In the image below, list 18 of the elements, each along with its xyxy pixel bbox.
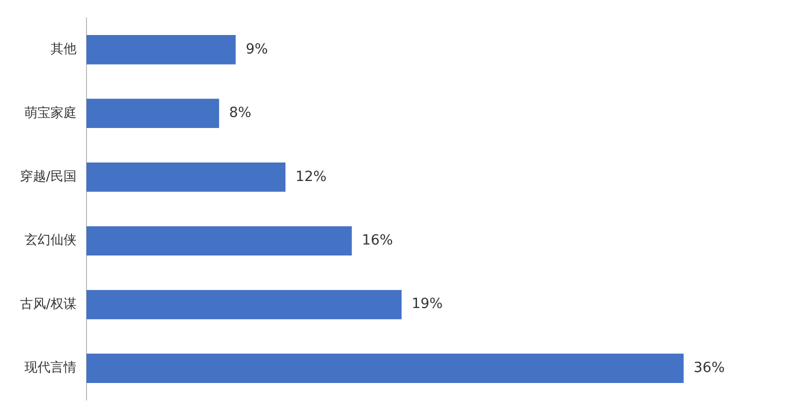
bar <box>86 226 352 256</box>
data-label: 9% <box>246 41 268 58</box>
bar <box>86 162 286 192</box>
bar <box>86 98 220 128</box>
bar <box>86 35 236 64</box>
data-label: 16% <box>362 232 393 249</box>
data-label: 12% <box>295 168 327 185</box>
y-tick-label: 萌宝家庭 <box>24 104 76 121</box>
y-tick-label: 其他 <box>50 42 76 58</box>
data-label: 8% <box>229 105 252 122</box>
bar <box>86 354 684 383</box>
y-tick-label: 玄幻仙侠 <box>24 232 76 248</box>
bar <box>86 290 402 320</box>
data-label: 19% <box>412 296 443 312</box>
y-tick-label: 穿越/民国 <box>20 170 76 185</box>
data-label: 36% <box>694 360 725 376</box>
y-tick-label: 古风/权谋 <box>20 296 76 312</box>
y-tick-label: 现代言情 <box>24 360 76 376</box>
